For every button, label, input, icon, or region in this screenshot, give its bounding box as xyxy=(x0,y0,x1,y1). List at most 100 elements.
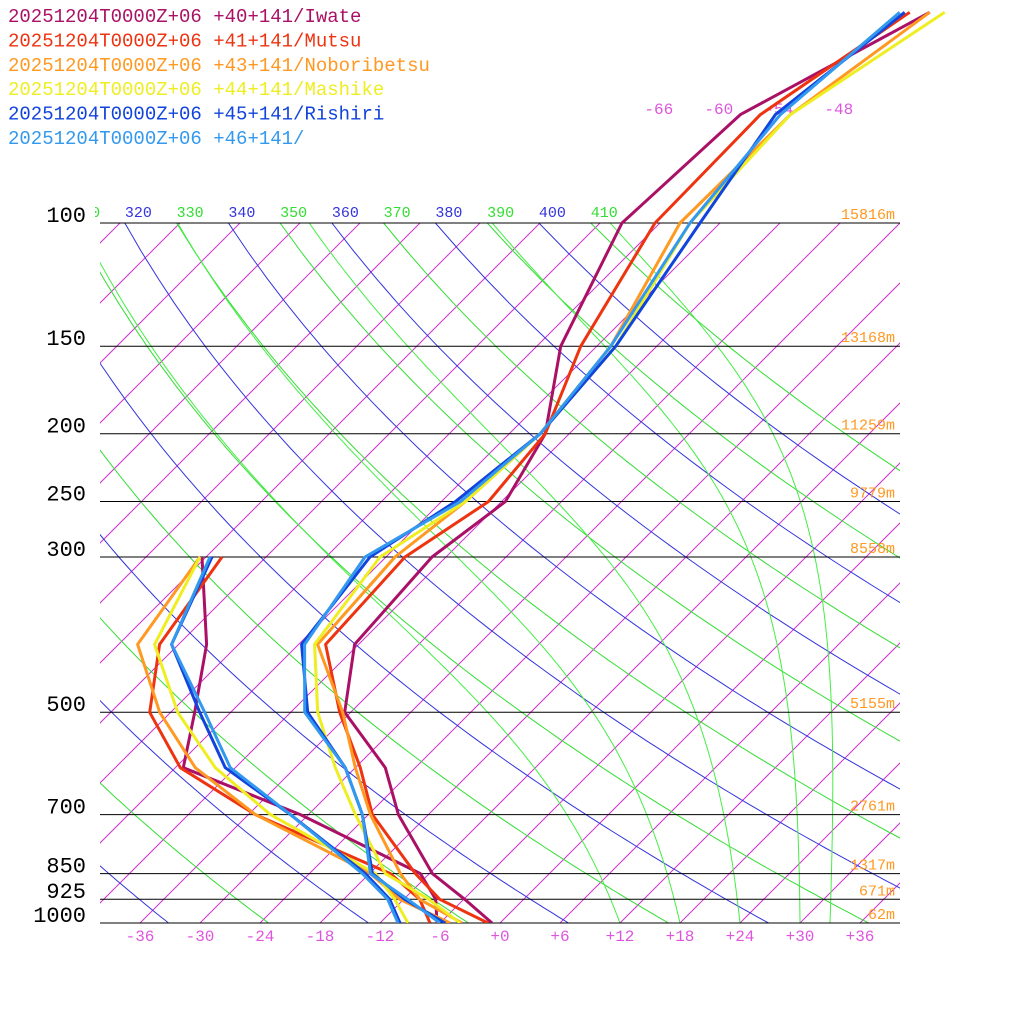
height-label: 2761m xyxy=(850,799,895,816)
theta-label: 410 xyxy=(591,205,618,222)
height-label: 13168m xyxy=(841,330,895,347)
dewpoint-line xyxy=(170,556,400,923)
moist-adiabat xyxy=(100,261,621,923)
theta-label: 310 xyxy=(73,205,100,222)
theta-labels: 310 320 330 340 350 360 370 380 390 400 410 xyxy=(73,205,618,222)
x-tick-label: +30 xyxy=(786,928,815,946)
legend-entry: 20251204T0000Z+06 +46+141/ xyxy=(8,128,304,150)
x-tick-label: -12 xyxy=(366,928,395,946)
temperature-line xyxy=(343,10,931,923)
dry-adiabat xyxy=(176,223,900,839)
y-tick-label: 700 xyxy=(46,795,86,820)
dry-adiabat xyxy=(100,782,270,923)
x-tick-label: -30 xyxy=(186,928,215,946)
x-tick-label: +24 xyxy=(726,928,755,946)
dewpoint-line xyxy=(136,556,451,923)
isotherm xyxy=(100,223,361,484)
dry-adiabat xyxy=(100,699,370,923)
height-label: 8558m xyxy=(850,541,895,558)
dry-adiabat xyxy=(100,449,670,923)
temperature-line xyxy=(316,11,931,923)
x-tick-label: -36 xyxy=(126,928,155,946)
dry-adiabat xyxy=(590,223,900,472)
theta-label: 380 xyxy=(435,205,462,222)
y-tick-label: 200 xyxy=(46,415,86,440)
y-tick-label: 300 xyxy=(46,538,86,563)
theta-label: 320 xyxy=(125,205,152,222)
x-tick-label: -18 xyxy=(306,928,335,946)
isotherm xyxy=(499,522,900,923)
theta-label: 390 xyxy=(487,205,514,222)
dry-adiabat xyxy=(538,223,900,515)
dry-adiabat xyxy=(279,223,900,742)
isotherm xyxy=(199,223,900,923)
isotherm xyxy=(559,582,900,923)
moist-adiabat xyxy=(491,223,801,923)
y-tick-label: 850 xyxy=(46,854,86,879)
isotherm xyxy=(100,223,541,664)
isotherm xyxy=(139,223,841,923)
isotherm-label: -60 xyxy=(704,101,733,119)
height-label: 1317m xyxy=(850,858,895,875)
isotherm xyxy=(319,342,900,923)
x-tick-label: +12 xyxy=(606,928,635,946)
dry-adiabat xyxy=(100,617,470,923)
legend-entry: 20251204T0000Z+06 +43+141/Noboribetsu xyxy=(8,55,430,77)
dry-adiabat xyxy=(227,223,900,790)
height-label: 11259m xyxy=(841,418,895,435)
x-tick-label: +0 xyxy=(490,928,509,946)
isotherm xyxy=(799,822,900,923)
legend-entry: 20251204T0000Z+06 +41+141/Mutsu xyxy=(8,30,361,52)
x-tick-label: -24 xyxy=(246,928,275,946)
y-tick-label: 150 xyxy=(46,327,86,352)
isotherm-label: -66 xyxy=(644,101,673,119)
isotherm xyxy=(739,762,900,923)
dry-adiabat xyxy=(383,223,900,649)
y-tick-label: 925 xyxy=(46,880,86,905)
temperature-line xyxy=(303,11,901,923)
theta-label: 340 xyxy=(228,205,255,222)
isotherm xyxy=(100,223,721,844)
isotherm xyxy=(439,462,900,923)
x-tick-label: +36 xyxy=(846,928,875,946)
x-tick-label: +18 xyxy=(666,928,695,946)
dry-adiabat xyxy=(331,223,900,695)
x-tick-label: +6 xyxy=(550,928,569,946)
legend-entry: 20251204T0000Z+06 +44+141/Mashike xyxy=(8,79,384,101)
y-tick-label: 500 xyxy=(46,693,86,718)
isotherm xyxy=(259,282,900,923)
isotherm-label: -48 xyxy=(824,101,853,119)
dry-adiabat xyxy=(100,271,870,923)
soundings xyxy=(136,10,946,923)
y-tick-label: 1000 xyxy=(33,904,86,929)
height-label: 62m xyxy=(868,907,895,924)
dry-adiabat xyxy=(124,223,900,889)
dry-adiabat xyxy=(435,223,900,604)
height-label: 671m xyxy=(859,883,895,900)
theta-label: 400 xyxy=(539,205,566,222)
dewpoint-line xyxy=(153,556,410,923)
dry-adiabat xyxy=(100,362,770,923)
moist-adiabat xyxy=(609,223,834,923)
height-label: 5155m xyxy=(850,696,895,713)
theta-label: 360 xyxy=(332,205,359,222)
temperature-line xyxy=(324,11,911,923)
y-tick-label: 250 xyxy=(46,482,86,507)
isotherm xyxy=(100,223,601,724)
isotherm xyxy=(100,223,661,784)
height-label: 9779m xyxy=(850,486,895,503)
dry-adiabat xyxy=(100,533,570,923)
isotherm xyxy=(619,642,900,923)
dry-adiabat xyxy=(486,223,900,559)
temperature-line xyxy=(313,11,946,923)
theta-label: 350 xyxy=(280,205,307,222)
isotherm xyxy=(379,402,900,923)
x-tick-label: -6 xyxy=(430,928,449,946)
dry-adiabat xyxy=(100,865,170,923)
isotherm xyxy=(679,702,900,923)
isotherm xyxy=(100,223,421,544)
legend: 20251204T0000Z+06 +40+141/Iwate20251204T… xyxy=(8,6,430,150)
